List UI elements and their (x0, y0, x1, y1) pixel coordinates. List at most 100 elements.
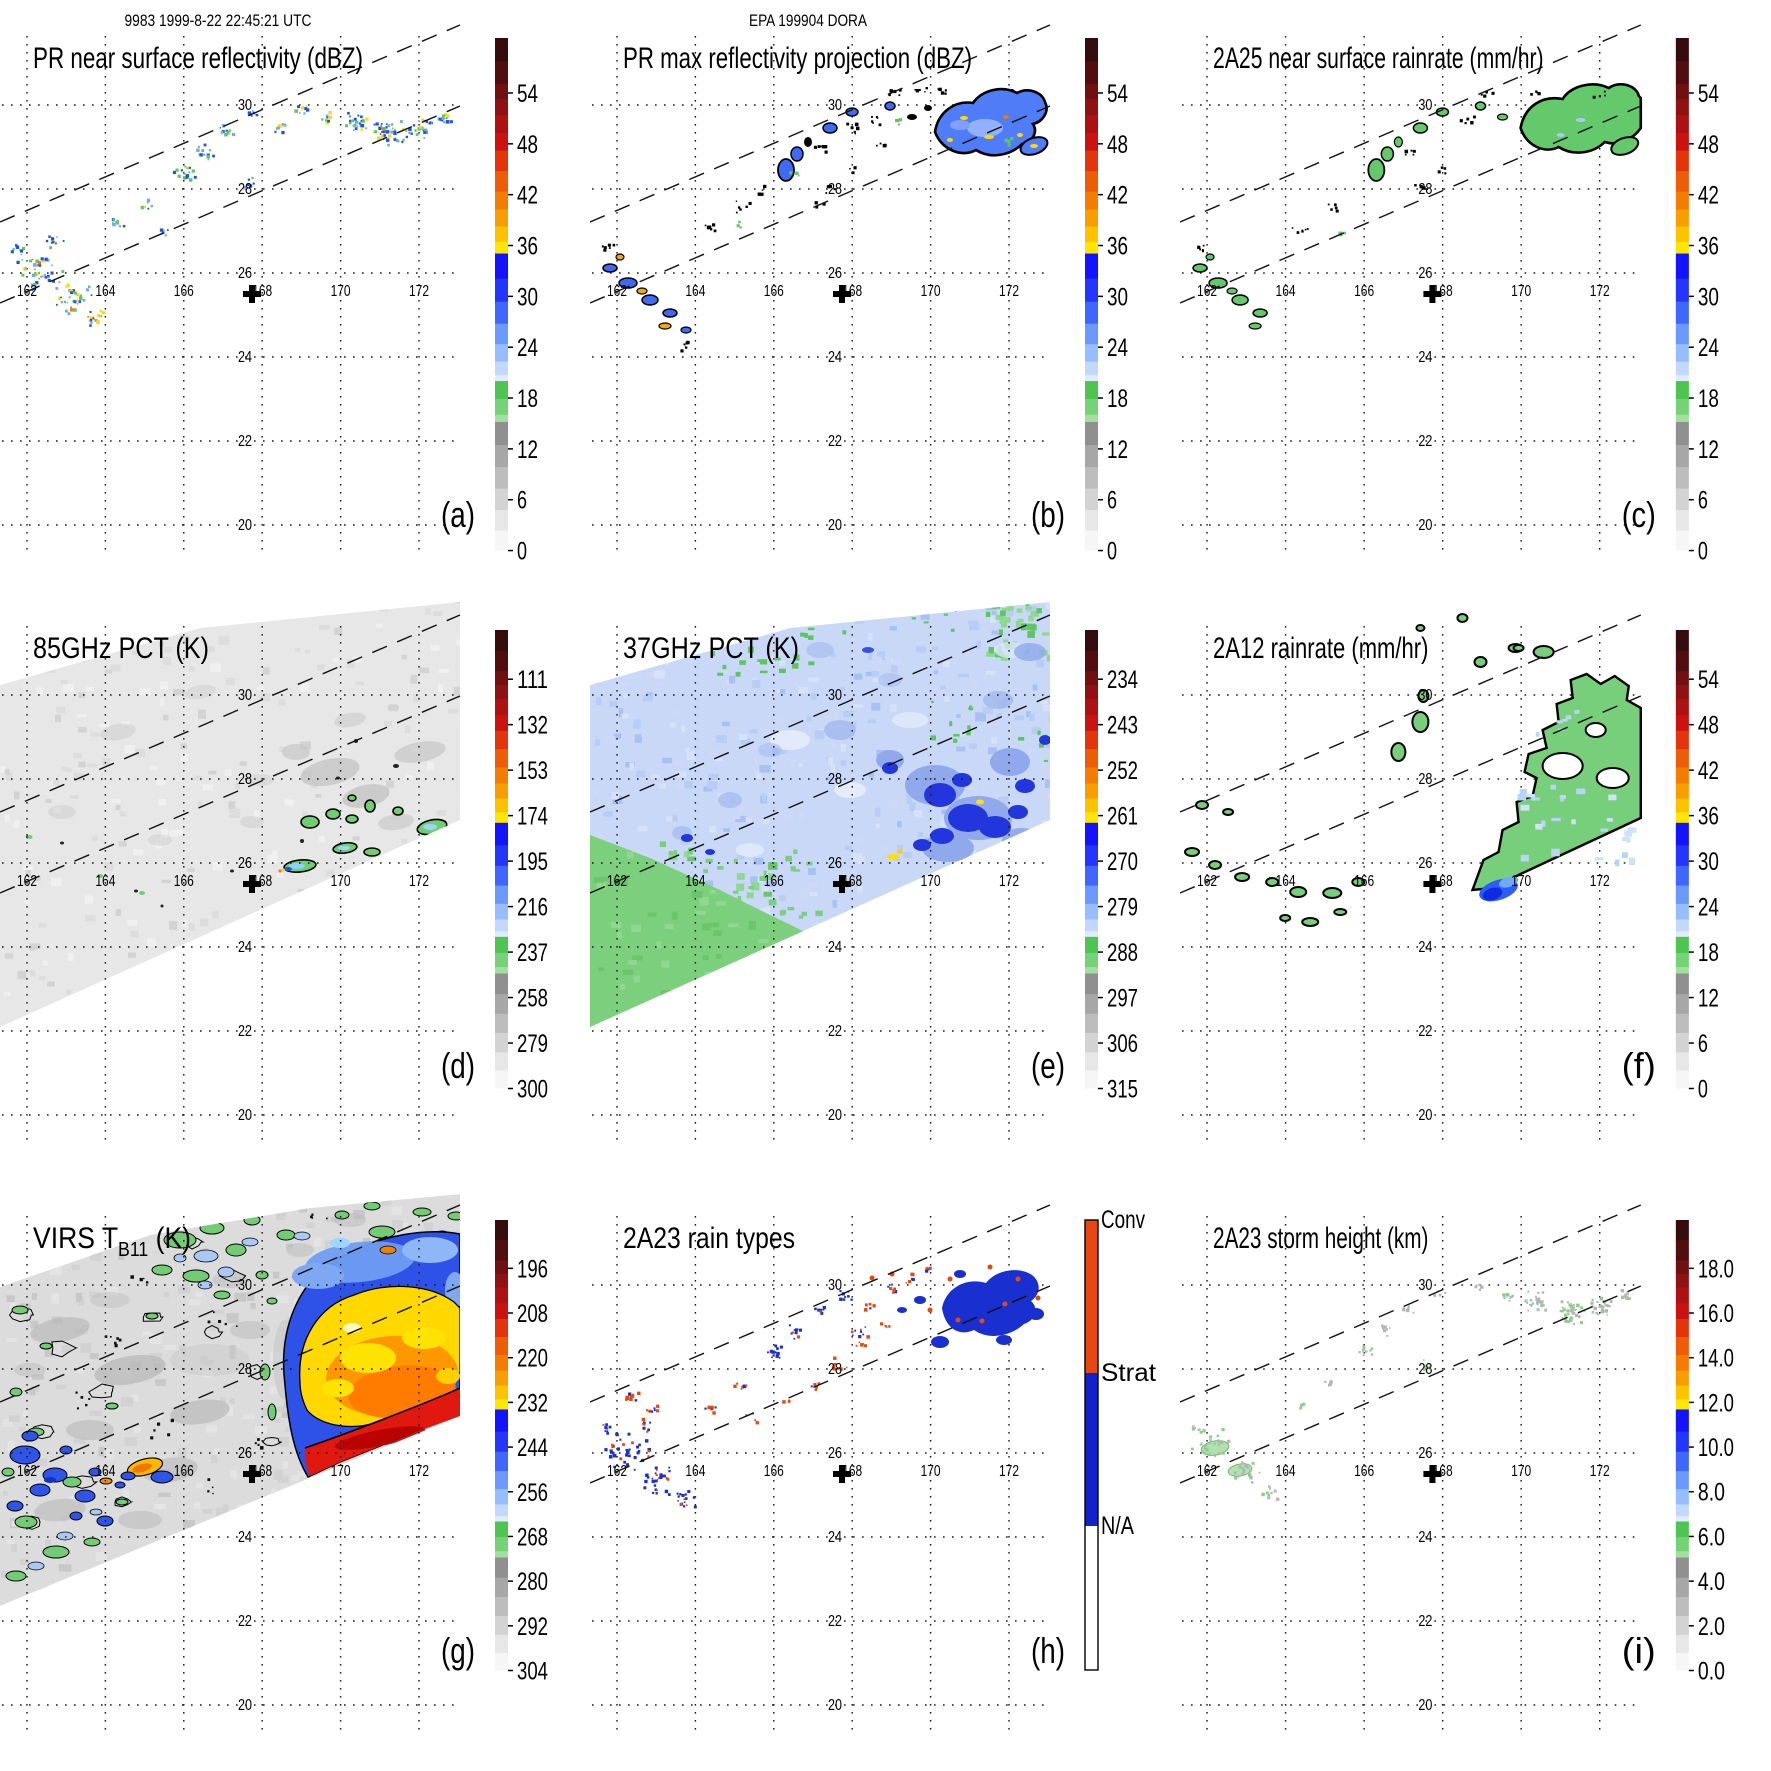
panel-title: 37GHz PCT (K) (623, 632, 799, 665)
data-pixel (360, 120, 363, 122)
texture-pixel (209, 1203, 221, 1214)
texture-pixel (170, 609, 178, 614)
texture-pixel (818, 1002, 823, 1011)
texture-pixel (200, 1356, 208, 1365)
data-pixel (283, 123, 287, 127)
texture-pixel (202, 784, 214, 791)
data-field (1184, 613, 1642, 927)
contour-line (203, 1325, 224, 1340)
data-pixel (1334, 206, 1338, 210)
data-pixel (1227, 1439, 1231, 1443)
colorbar-tick-label: 18 (1698, 939, 1719, 967)
data-pixel (207, 1490, 210, 1493)
lon-label: 170 (1511, 1463, 1531, 1480)
data-pixel (1238, 1465, 1242, 1469)
colorbar-segment (1675, 1013, 1689, 1034)
data-pixel (865, 1304, 868, 1307)
colorbar-segment (1085, 1373, 1098, 1527)
data-blob (182, 1269, 210, 1283)
colorbar-segment (495, 767, 508, 784)
data-blob (336, 776, 340, 780)
colorbar-segment (1675, 1431, 1689, 1453)
data-pixel (872, 1304, 876, 1308)
lat-label: 26 (828, 855, 842, 872)
texture-pixel (967, 725, 971, 730)
lon-label: 164 (95, 283, 115, 300)
colorbar-segment (495, 1287, 508, 1304)
data-blob (402, 1237, 458, 1263)
data-blob (14, 1363, 46, 1377)
data-pixel (893, 1287, 896, 1291)
data-blob (1474, 101, 1487, 111)
texture-pixel (362, 1005, 372, 1010)
texture-pixel (733, 858, 738, 864)
data-pixel (33, 287, 36, 291)
data-pixel (1247, 1473, 1252, 1477)
texture-pixel (233, 1200, 246, 1206)
texture-pixel (38, 923, 47, 928)
storm-center-marker (243, 1465, 261, 1483)
texture-pixel (888, 800, 899, 809)
lat-label: 30 (1418, 1277, 1432, 1294)
texture-pixel (1046, 922, 1050, 932)
data-blob (967, 119, 1003, 137)
colorbar-tick-label: 243 (1107, 712, 1138, 740)
data-blob (246, 774, 274, 786)
texture-pixel (118, 1251, 125, 1260)
data-pixel (924, 91, 926, 93)
texture-pixel (717, 672, 724, 676)
data-pixel (824, 150, 828, 154)
data-pixel (859, 1328, 862, 1331)
texture-pixel (453, 686, 460, 696)
texture-pixel (1001, 607, 1011, 612)
data-pixel (847, 1295, 850, 1298)
texture-pixel (759, 670, 768, 674)
data-pixel (938, 87, 942, 92)
data-blob (330, 1238, 350, 1248)
texture-pixel (18, 1426, 27, 1432)
texture-pixel (929, 979, 941, 986)
data-pixel (774, 1351, 777, 1354)
data-blob (1417, 689, 1430, 703)
data-pixel (650, 1410, 654, 1413)
data-pixel (944, 89, 947, 92)
texture-pixel (163, 1292, 169, 1298)
data-pixel (112, 218, 116, 222)
data-pixel (850, 1298, 853, 1301)
data-pixel (159, 228, 164, 232)
texture-pixel (810, 692, 817, 701)
data-pixel (1524, 1299, 1528, 1303)
texture-pixel (942, 660, 950, 668)
data-pixel (788, 1324, 791, 1327)
colorbar-segment (1675, 1052, 1689, 1072)
data-blob (1265, 877, 1280, 887)
lat-label: 28 (238, 1361, 252, 1378)
texture-pixel (875, 807, 881, 817)
data-pixel (897, 123, 900, 126)
texture-pixel (972, 861, 983, 869)
lat-label: 20 (828, 1697, 842, 1714)
lon-label: 172 (1590, 873, 1610, 890)
data-pixel (278, 124, 282, 128)
data-pixel (231, 133, 236, 137)
texture-pixel (126, 1609, 135, 1616)
texture-pixel (1041, 820, 1050, 829)
colorbar-segment (495, 1451, 508, 1472)
texture-pixel (184, 1279, 190, 1287)
texture-pixel (415, 952, 427, 959)
colorbar-segment (1675, 1471, 1689, 1490)
data-blob (1035, 1295, 1041, 1301)
data-pixel (1402, 1306, 1406, 1309)
data-pixel (653, 1484, 657, 1487)
texture-pixel (642, 695, 653, 702)
storm-center-marker (1423, 285, 1442, 303)
colorbar-tick-label: 12 (1698, 985, 1719, 1013)
data-pixel (212, 154, 215, 158)
colorbar-segment (1085, 885, 1098, 905)
data-blob (1248, 322, 1262, 330)
colorbar-segment (495, 919, 508, 932)
colorbar-segment (1675, 919, 1689, 932)
data-pixel (1541, 1291, 1545, 1294)
